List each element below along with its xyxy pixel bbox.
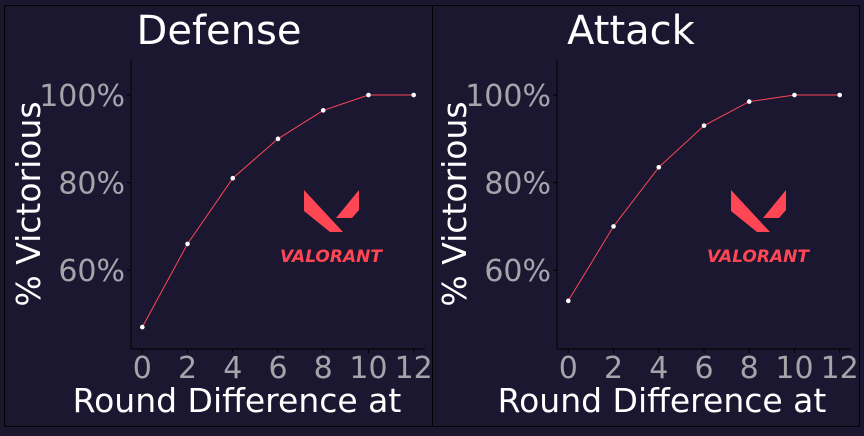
y-tick-label: 60% — [58, 254, 125, 289]
x-axis-label: Round Difference at — [73, 381, 402, 420]
y-tick-label: 100% — [39, 79, 125, 114]
data-point — [566, 298, 571, 304]
x-tick-label: 4 — [649, 351, 668, 386]
x-tick-label: 0 — [559, 351, 578, 386]
data-point — [792, 92, 797, 98]
y-tick-label: 80% — [58, 167, 125, 202]
data-point — [320, 108, 326, 113]
valorant-logo-mark-left — [304, 190, 343, 232]
x-tick-label: 10 — [349, 351, 387, 386]
y-tick-label: 80% — [484, 167, 551, 202]
x-tick-label: 6 — [268, 351, 287, 386]
data-point — [701, 123, 707, 128]
data-point — [140, 324, 145, 330]
x-tick-label: 2 — [178, 351, 197, 386]
data-point — [366, 92, 371, 98]
panel-defense: Defense % Victorious Round Difference at… — [9, 8, 433, 420]
valorant-logo-mark-right — [763, 190, 786, 218]
chart-title: Defense — [137, 8, 302, 54]
x-tick-label: 12 — [821, 351, 859, 386]
data-point — [837, 92, 842, 98]
y-axis-label: % Victorious — [9, 101, 48, 306]
x-tick-label: 12 — [395, 351, 433, 386]
x-tick-label: 10 — [775, 351, 813, 386]
y-tick-label: 60% — [484, 254, 551, 289]
data-point — [230, 175, 236, 181]
data-point — [185, 241, 190, 247]
x-tick-label: 8 — [740, 351, 759, 386]
x-tick-label: 0 — [133, 351, 152, 386]
y-axis-label: % Victorious — [435, 101, 474, 306]
y-tick-label: 100% — [465, 79, 551, 114]
valorant-logo: VALORANT — [280, 190, 383, 267]
panel-attack: Attack % Victorious Round Difference at … — [435, 8, 859, 420]
x-tick-label: 4 — [223, 351, 242, 386]
x-tick-label: 8 — [314, 351, 333, 386]
data-point — [411, 92, 416, 98]
valorant-logo-text: VALORANT — [707, 247, 810, 267]
valorant-logo: VALORANT — [707, 190, 810, 267]
data-point — [656, 164, 662, 170]
x-tick-label: 6 — [694, 351, 713, 386]
x-tick-label: 2 — [604, 351, 623, 386]
valorant-logo-mark-right — [336, 190, 359, 218]
valorant-logo-mark-left — [731, 190, 770, 232]
data-point — [275, 136, 281, 142]
data-point — [746, 99, 752, 104]
valorant-logo-text: VALORANT — [280, 247, 383, 267]
x-axis-label: Round Difference at — [498, 381, 827, 420]
series-line — [141, 94, 414, 328]
data-point — [611, 224, 616, 229]
chart-title: Attack — [567, 8, 696, 54]
